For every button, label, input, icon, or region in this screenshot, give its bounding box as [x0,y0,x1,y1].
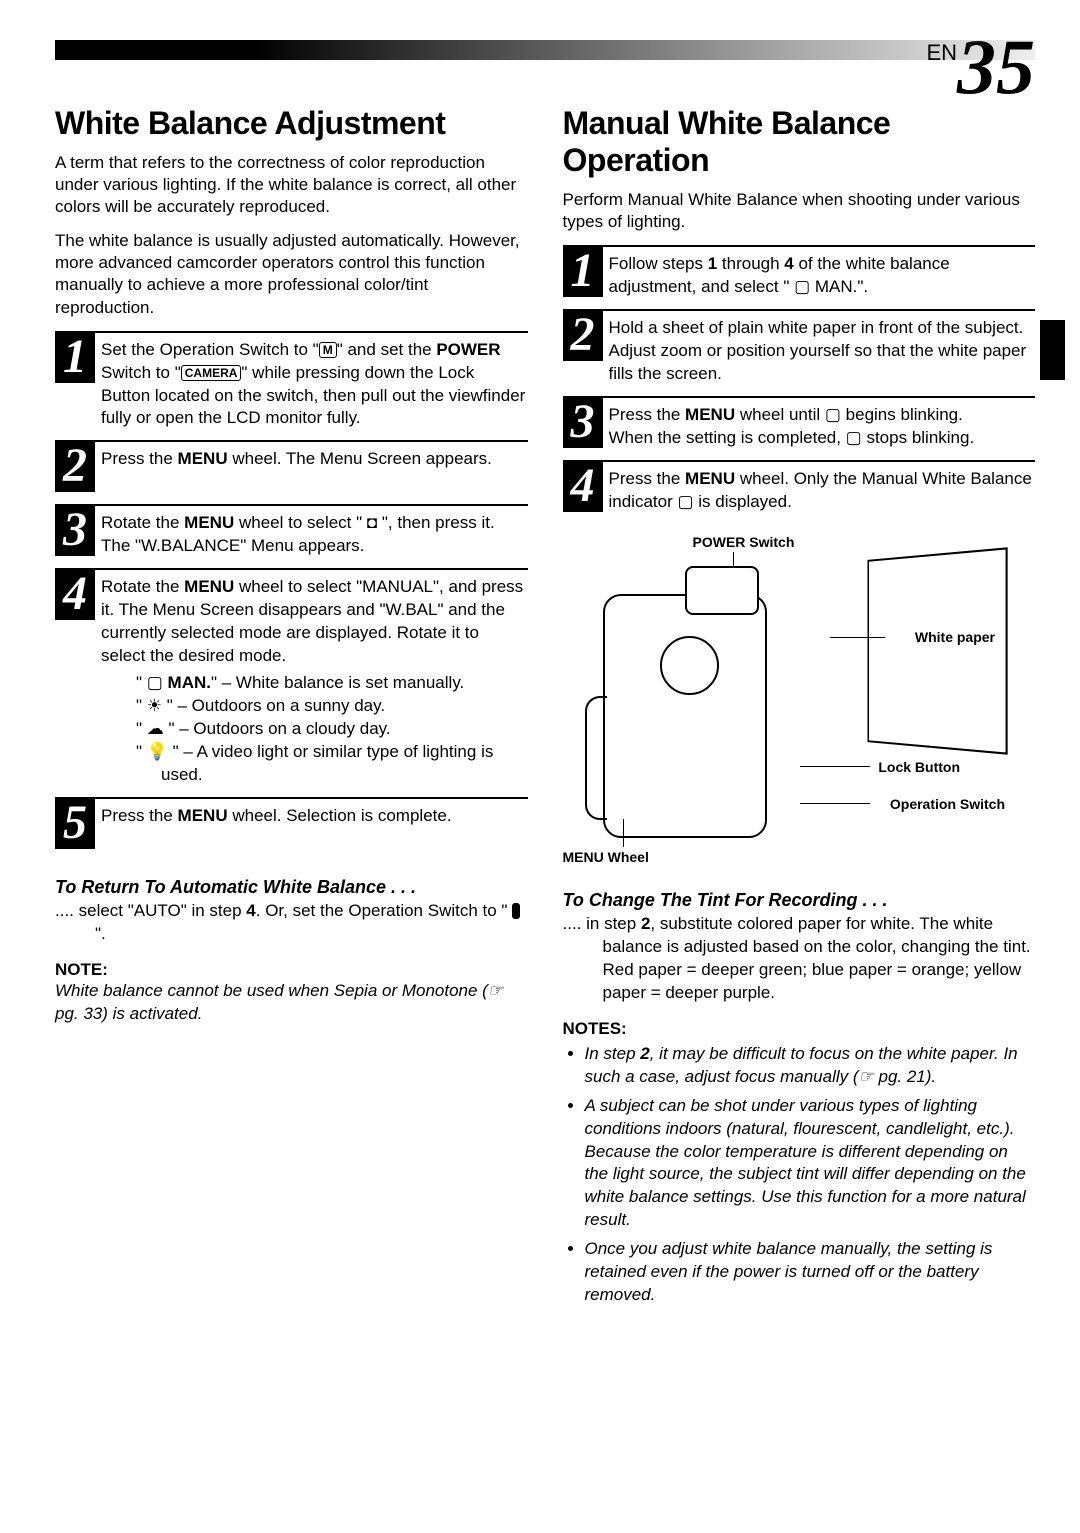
step-number-3: 3 [55,506,95,556]
label-paper: White paper [915,629,995,645]
step1-body: Set the Operation Switch to "M" and set … [101,339,528,431]
right-step-3: 3 Press the MENU wheel until ▢ begins bl… [563,396,1036,450]
note-item-2: A subject can be shot under various type… [585,1095,1036,1233]
rstep-number-1: 1 [563,247,603,297]
page-prefix: EN [926,40,957,65]
step-number-1: 1 [55,333,95,383]
note-head: NOTE: [55,960,528,980]
top-gradient-bar [55,40,1035,60]
right-step-1: 1 Follow steps 1 through 4 of the white … [563,245,1036,299]
rstep2-body: Hold a sheet of plain white paper in fro… [609,317,1036,386]
camera-body-icon [603,594,767,838]
rstep1-body: Follow steps 1 through 4 of the white ba… [609,253,1036,299]
camera-icon: CAMERA [181,365,242,381]
left-column: White Balance Adjustment A term that ref… [55,105,528,1313]
opt-light: " 💡 " – A video light or similar type of… [136,741,528,787]
left-step-2: 2 Press the MENU wheel. The Menu Screen … [55,440,528,494]
right-step-4: 4 Press the MENU wheel. Only the Manual … [563,460,1036,514]
label-op: Operation Switch [890,796,1005,812]
a-icon: A [512,903,520,919]
left-intro2: The white balance is usually adjusted au… [55,230,528,318]
right-intro: Perform Manual White Balance when shooti… [563,189,1036,233]
notes-head: NOTES: [563,1019,1036,1039]
rstep-number-4: 4 [563,462,603,512]
step5-body: Press the MENU wheel. Selection is compl… [101,805,528,828]
tint-text: .... in step 2, substitute colored paper… [563,913,1036,1005]
left-step-4: 4 Rotate the MENU wheel to select "MANUA… [55,568,528,786]
step2-body: Press the MENU wheel. The Menu Screen ap… [101,448,528,471]
right-step-2: 2 Hold a sheet of plain white paper in f… [563,309,1036,386]
right-column: Manual White Balance Operation Perform M… [563,105,1036,1313]
label-menu: MENU Wheel [563,849,649,865]
rstep-number-3: 3 [563,398,603,448]
opt-sunny: " ☀ " – Outdoors on a sunny day. [136,695,528,718]
page-number: EN35 [926,40,1035,98]
step3-body: Rotate the MENU wheel to select " ◘ ", t… [101,512,528,558]
rstep-number-2: 2 [563,311,603,361]
left-step-1: 1 Set the Operation Switch to "M" and se… [55,331,528,431]
opt-man: " ▢ MAN." – White balance is set manuall… [136,672,528,695]
wb-options: " ▢ MAN." – White balance is set manuall… [101,672,528,787]
strap-icon [585,696,607,820]
return-title: To Return To Automatic White Balance . .… [55,877,528,898]
step-number-2: 2 [55,442,95,492]
manual-page: EN35 White Balance Adjustment A term tha… [0,0,1080,1533]
side-tab [1040,320,1065,380]
notes-list: In step 2, it may be difficult to focus … [563,1043,1036,1307]
note-text: White balance cannot be used when Sepia … [55,980,528,1026]
rstep4-body: Press the MENU wheel. Only the Manual Wh… [609,468,1036,514]
step-number-4: 4 [55,570,95,620]
left-title: White Balance Adjustment [55,105,528,142]
note-item-3: Once you adjust white balance manually, … [585,1238,1036,1307]
return-text: .... select "AUTO" in step 4. Or, set th… [55,900,528,946]
camcorder-diagram: POWER Switch White paper Lock Button Ope… [563,534,1036,864]
step4-body: Rotate the MENU wheel to select "MANUAL"… [101,576,528,786]
white-paper-icon [867,547,1007,755]
page-num: 35 [957,23,1035,110]
tint-title: To Change The Tint For Recording . . . [563,890,1036,911]
right-title: Manual White Balance Operation [563,105,1036,179]
left-intro1: A term that refers to the correctness of… [55,152,528,218]
note-item-1: In step 2, it may be difficult to focus … [585,1043,1036,1089]
label-lock: Lock Button [878,759,960,775]
step-number-5: 5 [55,799,95,849]
m-icon: M [319,342,337,358]
label-power: POWER Switch [693,534,795,550]
rstep3-body: Press the MENU wheel until ▢ begins blin… [609,404,1036,450]
opt-cloudy: " ☁ " – Outdoors on a cloudy day. [136,718,528,741]
left-step-3: 3 Rotate the MENU wheel to select " ◘ ",… [55,504,528,558]
content-columns: White Balance Adjustment A term that ref… [55,105,1035,1313]
left-step-5: 5 Press the MENU wheel. Selection is com… [55,797,528,851]
